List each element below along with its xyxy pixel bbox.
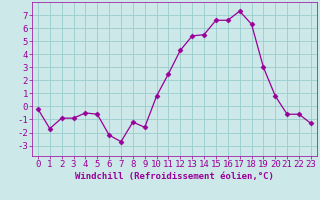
X-axis label: Windchill (Refroidissement éolien,°C): Windchill (Refroidissement éolien,°C)	[75, 172, 274, 181]
